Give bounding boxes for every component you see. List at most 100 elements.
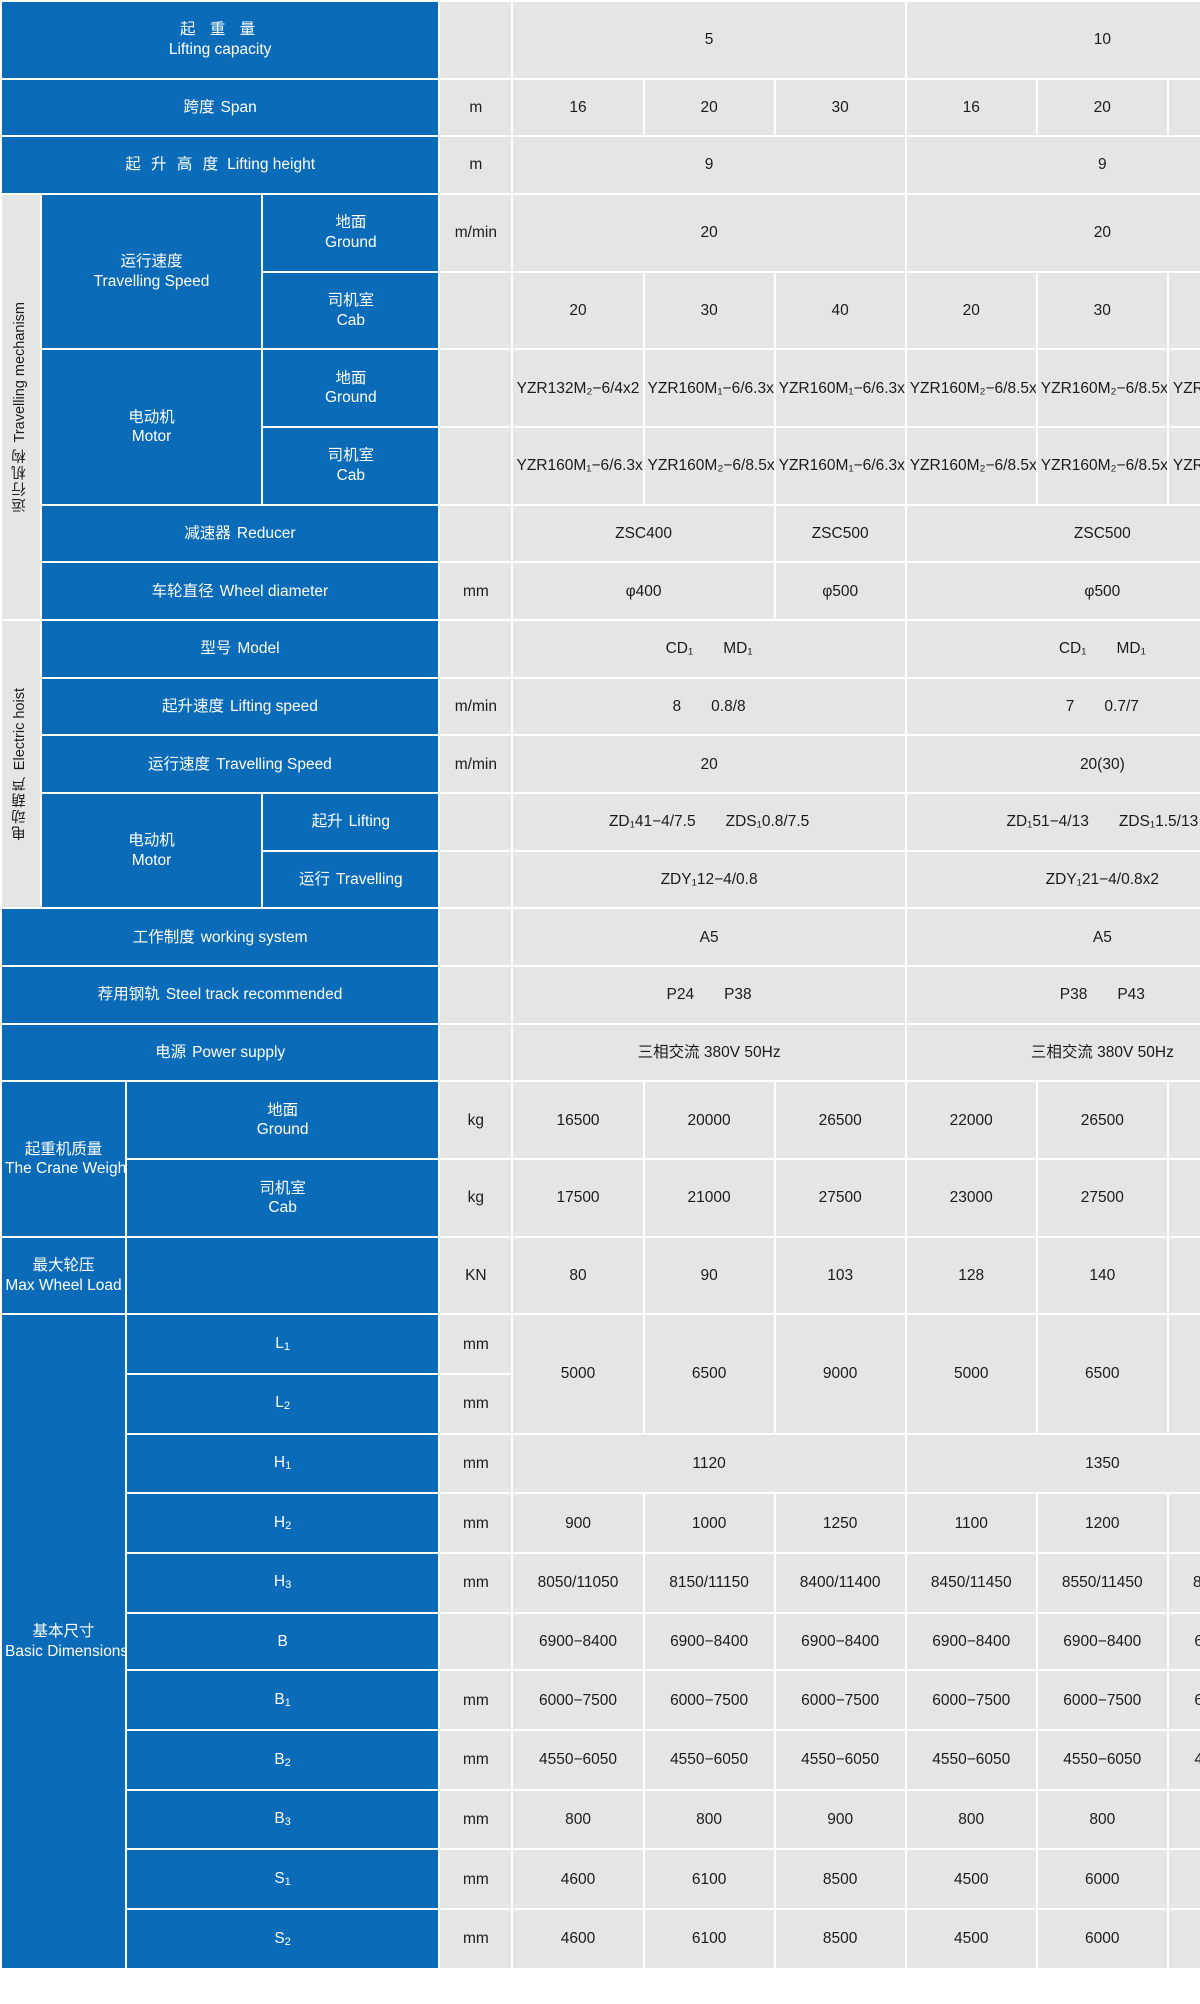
row-label-dim-L2: L2 (126, 1375, 439, 1433)
value-power-supply-g1: 三相交流 380V 50Hz (513, 1024, 905, 1081)
value-travel-speed-cab: 30 (644, 272, 774, 349)
value-hoist-motor-travelling-g1: ZDY₁12−4/0.8 (513, 851, 905, 908)
group-label-text: 运行机构 Travelling mechanism (12, 301, 29, 513)
value-travel-motor-cab: YZR160M₁−6/6.3x2 (775, 428, 905, 504)
value-B1: 6000−7500 (906, 1671, 1036, 1730)
value-S2: 6100 (644, 1910, 774, 1968)
value-H3: 8050/11050 (513, 1554, 643, 1612)
table-row: H3 mm 8050/11050 8150/11150 8400/11400 8… (2, 1554, 1200, 1612)
row-label-reducer: 减速器 Reducer (41, 505, 439, 562)
value-B2: 4550−6050 (644, 1731, 774, 1789)
value-L1: 5000 (513, 1315, 643, 1433)
value-S2: 8500 (1168, 1910, 1200, 1968)
table-row: 基本尺寸 Basic Dimensions L1 mm 5000 6500 90… (2, 1315, 1200, 1968)
value-B: 6900−8400 (906, 1613, 1036, 1670)
value-S1: 6100 (644, 1850, 774, 1909)
value-span: 20 (644, 79, 774, 136)
table-row: B3 mm 800 800 900 800 800 900 (2, 1790, 1200, 1849)
value-weight-ground: 16500 (513, 1082, 643, 1159)
value-B2: 4550−6050 (906, 1731, 1036, 1789)
unit-cell: mm (440, 563, 512, 620)
value-max-wheel-load: 90 (644, 1237, 774, 1314)
value-B1: 6000−7500 (644, 1671, 774, 1730)
value-B1: 6000−7500 (513, 1671, 643, 1730)
value-B3: 800 (906, 1790, 1036, 1849)
value-part: MD₁ (1116, 640, 1146, 658)
unit-cell: mm (440, 1850, 512, 1909)
table-row: H2 mm 900 1000 1250 1100 1200 1600 (2, 1494, 1200, 1553)
row-label-travelling-speed: 运行速度 Travelling Speed (41, 195, 262, 349)
value-wheel-diameter-g2: φ500 (906, 563, 1200, 620)
value-lifting-height-g1: 9 (513, 137, 905, 194)
value-B3: 900 (775, 1790, 905, 1849)
value-travel-speed-cab: 30 (1037, 272, 1167, 349)
value-part: 0.8/8 (711, 697, 746, 715)
table-row: 最大轮压 Max Wheel Load KN 80 90 103 128 140… (2, 1237, 1200, 1314)
value-H3: 8400/11400 (775, 1554, 905, 1612)
unit-cell (440, 428, 512, 504)
value-L1: 6500 (644, 1315, 774, 1433)
group-label-electric-hoist: 电动葫芦 Electric hoist (2, 621, 40, 908)
value-H2: 1000 (644, 1494, 774, 1553)
value-travel-speed-cab: 20 (906, 272, 1036, 349)
row-label-dim-B3: B3 (126, 1790, 439, 1849)
value-L1: 9000 (775, 1315, 905, 1433)
table-row: 起升速度 Lifting speed m/min 8 0.8/8 7 0.7/7 (2, 678, 1200, 735)
value-part: CD₁ (1058, 640, 1087, 658)
table-row: B 6900−8400 6900−8400 6900−8400 6900−840… (2, 1613, 1200, 1670)
value-span: 30 (1168, 79, 1200, 136)
value-S1: 8500 (1168, 1850, 1200, 1909)
unit-cell: mm (440, 1494, 512, 1553)
value-S2: 8500 (775, 1910, 905, 1968)
row-label-dim-B: B (126, 1613, 439, 1670)
row-label-dim-S1: S1 (126, 1850, 439, 1909)
value-travel-motor-cab: YZR200L−8/13x2 (1168, 428, 1200, 504)
row-label-dim-S2: S2 (126, 1910, 439, 1968)
value-B2: 4550−6050 (1037, 1731, 1167, 1789)
value-part: ZDS₁0.8/7.5 (725, 813, 810, 831)
value-reducer: ZSC500 (775, 505, 905, 562)
table-row: 电源 Power supply 三相交流 380V 50Hz 三相交流 380V … (2, 1024, 1200, 1081)
unit-cell (440, 851, 512, 908)
table-row: 司机室 Cab kg 17500 21000 27500 23000 27500… (2, 1160, 1200, 1236)
table-row: 运行机构 Travelling mechanism 运行速度 Travellin… (2, 195, 1200, 620)
value-B: 6900−8400 (1037, 1613, 1167, 1670)
row-label-max-wheel-load-blank (126, 1237, 439, 1314)
value-capacity-g2: 10 (906, 2, 1200, 78)
unit-cell (440, 350, 512, 427)
value-B1: 6000−7500 (1037, 1671, 1167, 1730)
unit-cell: mm (440, 1554, 512, 1612)
value-span: 16 (513, 79, 643, 136)
value-B2: 4550−6050 (513, 1731, 643, 1789)
value-H1-g2: 1350 (906, 1434, 1200, 1493)
unit-cell: KN (440, 1237, 512, 1314)
value-weight-cab: 38000 (1168, 1160, 1200, 1236)
value-part: ZD₁41−4/7.5 (608, 813, 696, 831)
value-max-wheel-load: 140 (1037, 1237, 1167, 1314)
unit-cell: m/min (440, 678, 512, 735)
value-wheel-diameter: φ500 (775, 563, 905, 620)
value-wheel-diameter: φ400 (513, 563, 774, 620)
value-lifting-height-g2: 9 (906, 137, 1200, 194)
row-label-cab: 司机室 Cab (126, 1160, 439, 1236)
value-B: 6900−8400 (1168, 1613, 1200, 1670)
table-row: 工作制度 working system A5 A5 (2, 909, 1200, 966)
row-label-dim-B1: B1 (126, 1671, 439, 1730)
value-travel-motor-ground: YZR132M₂−6/4x2 (513, 350, 643, 427)
unit-cell (440, 621, 512, 677)
value-part: P24 (666, 986, 695, 1004)
unit-cell (440, 967, 512, 1023)
table-row: 电动葫芦 Electric hoist 型号 Model CD₁ MD₁ CD₁ MD… (2, 621, 1200, 908)
value-H2: 1200 (1037, 1494, 1167, 1553)
value-weight-cab: 23000 (906, 1160, 1036, 1236)
value-hoist-motor-lifting-g1: ZD₁41−4/7.5 ZDS₁0.8/7.5 (513, 794, 905, 850)
row-label-cab: 司机室 Cab (263, 272, 439, 349)
value-H2: 1100 (906, 1494, 1036, 1553)
row-label-dim-B2: B2 (126, 1731, 439, 1789)
value-travel-speed-cab: 20 (513, 272, 643, 349)
value-travel-motor-cab: YZR160M₂−6/8.5x2 (1037, 428, 1167, 504)
row-label-hoist-model: 型号 Model (41, 621, 439, 677)
value-part: ZD₁51−4/13 (1006, 813, 1089, 831)
value-part: P43 (1117, 986, 1145, 1004)
